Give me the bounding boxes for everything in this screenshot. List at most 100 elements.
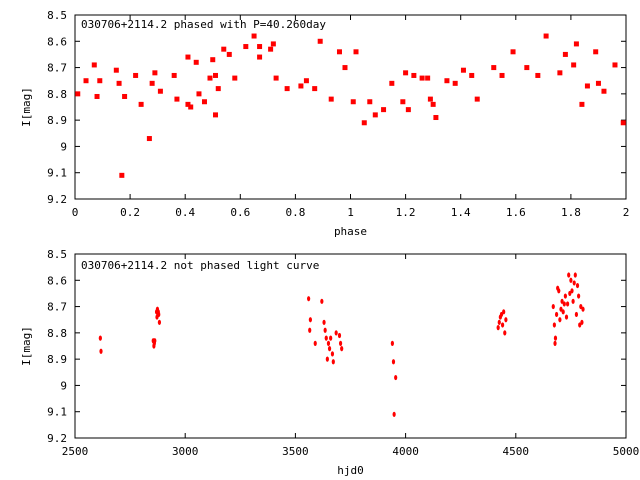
data-point <box>571 298 575 304</box>
data-point <box>569 277 573 283</box>
data-point <box>350 99 356 105</box>
y-tick-label: 8.5 <box>47 9 67 22</box>
data-point <box>213 72 219 78</box>
data-point <box>581 306 585 312</box>
x-tick-label: 5000 <box>613 445 640 458</box>
data-point <box>331 359 335 365</box>
data-point <box>580 319 584 325</box>
data-point <box>226 51 232 57</box>
data-point <box>207 75 213 81</box>
data-point <box>433 115 439 121</box>
y-tick-label: 9.2 <box>47 432 67 445</box>
data-point <box>201 99 207 105</box>
data-point <box>444 78 450 84</box>
data-point <box>554 311 559 318</box>
data-point <box>502 309 506 315</box>
data-point <box>329 335 333 341</box>
data-point <box>152 70 158 76</box>
data-point <box>601 88 607 94</box>
data-point <box>503 330 507 336</box>
data-point <box>113 67 119 73</box>
data-point <box>303 78 309 84</box>
data-point <box>133 72 139 78</box>
data-point <box>565 301 570 307</box>
data-point <box>535 72 541 78</box>
y-tick-label: 8.8 <box>47 88 67 101</box>
x-tick-label: 2500 <box>62 445 89 458</box>
data-point <box>411 72 417 78</box>
data-point <box>553 340 557 346</box>
data-point <box>499 311 504 318</box>
y-tick-label: 8.9 <box>47 114 67 127</box>
x-tick-label: 0.8 <box>285 206 305 219</box>
data-point <box>403 70 409 76</box>
data-point <box>430 101 436 107</box>
y-tick-label: 8.7 <box>47 62 67 75</box>
data-point <box>575 282 580 289</box>
chart-panel-2: 2500 3000 3500 4000 4500 5000 8.5 8.6 8.7 8.8 8.9 9… <box>20 248 639 477</box>
data-point <box>232 75 238 81</box>
x-tick-label: 3500 <box>282 445 309 458</box>
data-point <box>268 46 274 52</box>
data-point <box>496 325 500 331</box>
data-point <box>573 41 579 47</box>
data-point <box>595 80 601 86</box>
data-point <box>390 340 394 346</box>
data-point <box>564 314 569 320</box>
data-point <box>322 319 326 325</box>
data-point <box>491 65 497 71</box>
x-tick-label: 0 <box>72 206 79 219</box>
data-point <box>75 91 81 97</box>
chart-panel-1: 0 0.2 0.4 0.6 0.8 1 1.2 1.4 1.6 1.8 2 8.5 8.6 8.7 8.8 8… <box>20 9 629 238</box>
data-point <box>361 120 367 126</box>
data-point <box>557 288 561 294</box>
data-point <box>210 57 216 63</box>
data-point <box>312 86 318 92</box>
plot-frame <box>74 14 627 200</box>
data-point <box>578 322 582 328</box>
data-point <box>157 319 162 325</box>
data-point <box>298 83 304 89</box>
data-point <box>94 93 100 99</box>
data-point <box>559 306 563 312</box>
data-point <box>157 311 161 318</box>
data-point <box>157 88 163 94</box>
y-tick-label: 8.7 <box>47 301 67 314</box>
x-tick-label: 1.6 <box>506 206 526 219</box>
data-point <box>425 75 431 81</box>
data-point <box>389 80 395 86</box>
data-point <box>372 112 378 118</box>
plot-frame <box>74 253 627 439</box>
data-point <box>551 303 555 310</box>
data-point <box>620 120 626 126</box>
x-tick-label: 0.2 <box>120 206 140 219</box>
data-point <box>543 33 549 39</box>
data-point <box>98 335 102 341</box>
data-point <box>571 62 577 68</box>
data-point <box>568 290 572 297</box>
data-point <box>313 340 317 346</box>
data-point <box>171 72 177 78</box>
data-point <box>328 96 334 102</box>
y-tick-label: 8.8 <box>47 327 67 340</box>
data-point <box>174 96 180 102</box>
data-point <box>593 49 599 55</box>
data-point <box>251 33 257 39</box>
x-tick-label: 0.6 <box>230 206 250 219</box>
data-point <box>452 80 458 86</box>
data-point <box>567 272 571 278</box>
data-point <box>326 340 331 346</box>
data-point <box>577 293 581 299</box>
y-tick-label: 9.1 <box>47 167 67 180</box>
data-point <box>185 101 191 107</box>
data-point <box>257 44 263 50</box>
data-point <box>552 322 556 328</box>
data-point <box>342 65 348 71</box>
data-point <box>83 78 89 84</box>
data-point <box>320 298 324 304</box>
data-point <box>474 96 480 102</box>
data-point <box>257 54 263 60</box>
x-tick-label: 1.8 <box>561 206 581 219</box>
data-point <box>584 83 590 89</box>
